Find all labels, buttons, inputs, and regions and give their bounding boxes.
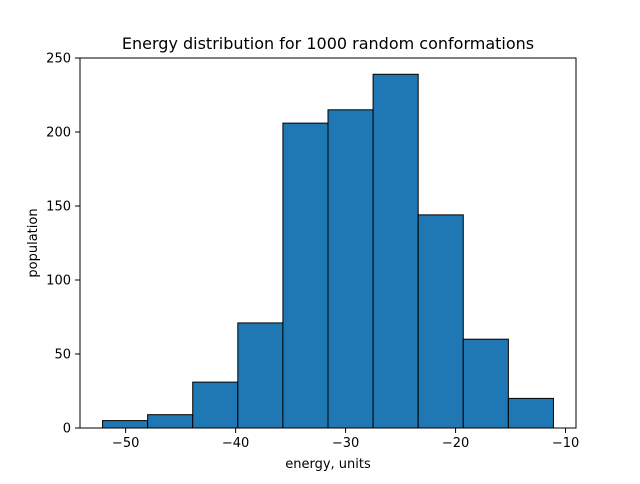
bars-group <box>102 73 554 429</box>
y-axis-label: population <box>26 208 41 277</box>
plot-frame <box>79 57 577 429</box>
y-tick-label: 200 <box>46 126 71 141</box>
histogram-bar <box>282 122 329 429</box>
chart-title: Energy distribution for 1000 random conf… <box>122 34 534 53</box>
x-tick-label: −20 <box>442 436 469 451</box>
histogram-bar <box>417 214 464 429</box>
y-tick-label: 250 <box>46 52 71 67</box>
x-tick-label: −30 <box>332 436 359 451</box>
histogram-bar <box>237 322 284 429</box>
histogram-bar <box>507 397 554 429</box>
y-tick-label: 100 <box>46 274 71 289</box>
histogram-bar <box>192 381 239 429</box>
y-tick-label: 0 <box>63 422 71 437</box>
y-tick-label: 150 <box>46 200 71 215</box>
x-tick-label: −50 <box>112 436 139 451</box>
x-tick-label: −40 <box>222 436 249 451</box>
x-axis-label: energy, units <box>285 457 371 472</box>
histogram-bar <box>327 109 374 429</box>
histogram-bar <box>462 338 509 429</box>
y-tick-label: 50 <box>54 348 71 363</box>
histogram-bar <box>102 420 149 429</box>
histogram-bar <box>147 414 194 429</box>
x-axis-ticks: −50 −40 −30 −20 −10 <box>112 428 579 451</box>
histogram-bar <box>372 73 419 429</box>
y-axis-ticks: 0 50 100 150 200 250 <box>46 52 80 437</box>
x-tick-label: −10 <box>552 436 579 451</box>
